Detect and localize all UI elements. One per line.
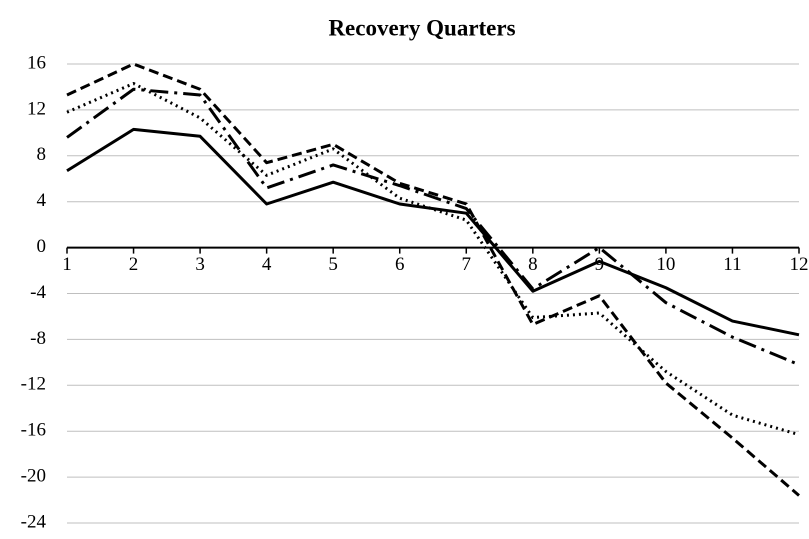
y-tick-label: 4 — [37, 190, 47, 211]
y-tick-label: -24 — [21, 511, 47, 532]
x-tick-label: 8 — [528, 254, 538, 275]
y-tick-label: -12 — [21, 374, 46, 395]
x-tick-label: 11 — [723, 254, 741, 275]
y-tick-label: -16 — [21, 420, 46, 441]
x-tick-label: 5 — [328, 254, 338, 275]
line-series — [66, 87, 800, 367]
x-tick-label: 4 — [262, 254, 272, 275]
y-tick-label: 12 — [27, 98, 46, 119]
y-tick-label: -4 — [30, 282, 46, 303]
y-tick-label: 16 — [27, 52, 46, 73]
x-tick-label: 3 — [195, 254, 205, 275]
y-tick-label: 8 — [37, 144, 47, 165]
line-series — [66, 62, 800, 497]
y-tick-label: -8 — [30, 328, 46, 349]
x-tick-label: 2 — [129, 254, 139, 275]
x-tick-label: 7 — [462, 254, 472, 275]
x-tick-label: 10 — [656, 254, 675, 275]
y-tick-label: -20 — [21, 465, 46, 486]
x-tick-label: 6 — [395, 254, 405, 275]
y-tick-label: 0 — [37, 236, 47, 257]
line-series — [66, 127, 800, 337]
chart-title: Recovery Quarters — [328, 15, 515, 40]
x-tick-label: 9 — [595, 254, 605, 275]
x-tick-label: 12 — [790, 254, 809, 275]
x-tick-label: 1 — [62, 254, 72, 275]
line-series — [66, 82, 800, 437]
